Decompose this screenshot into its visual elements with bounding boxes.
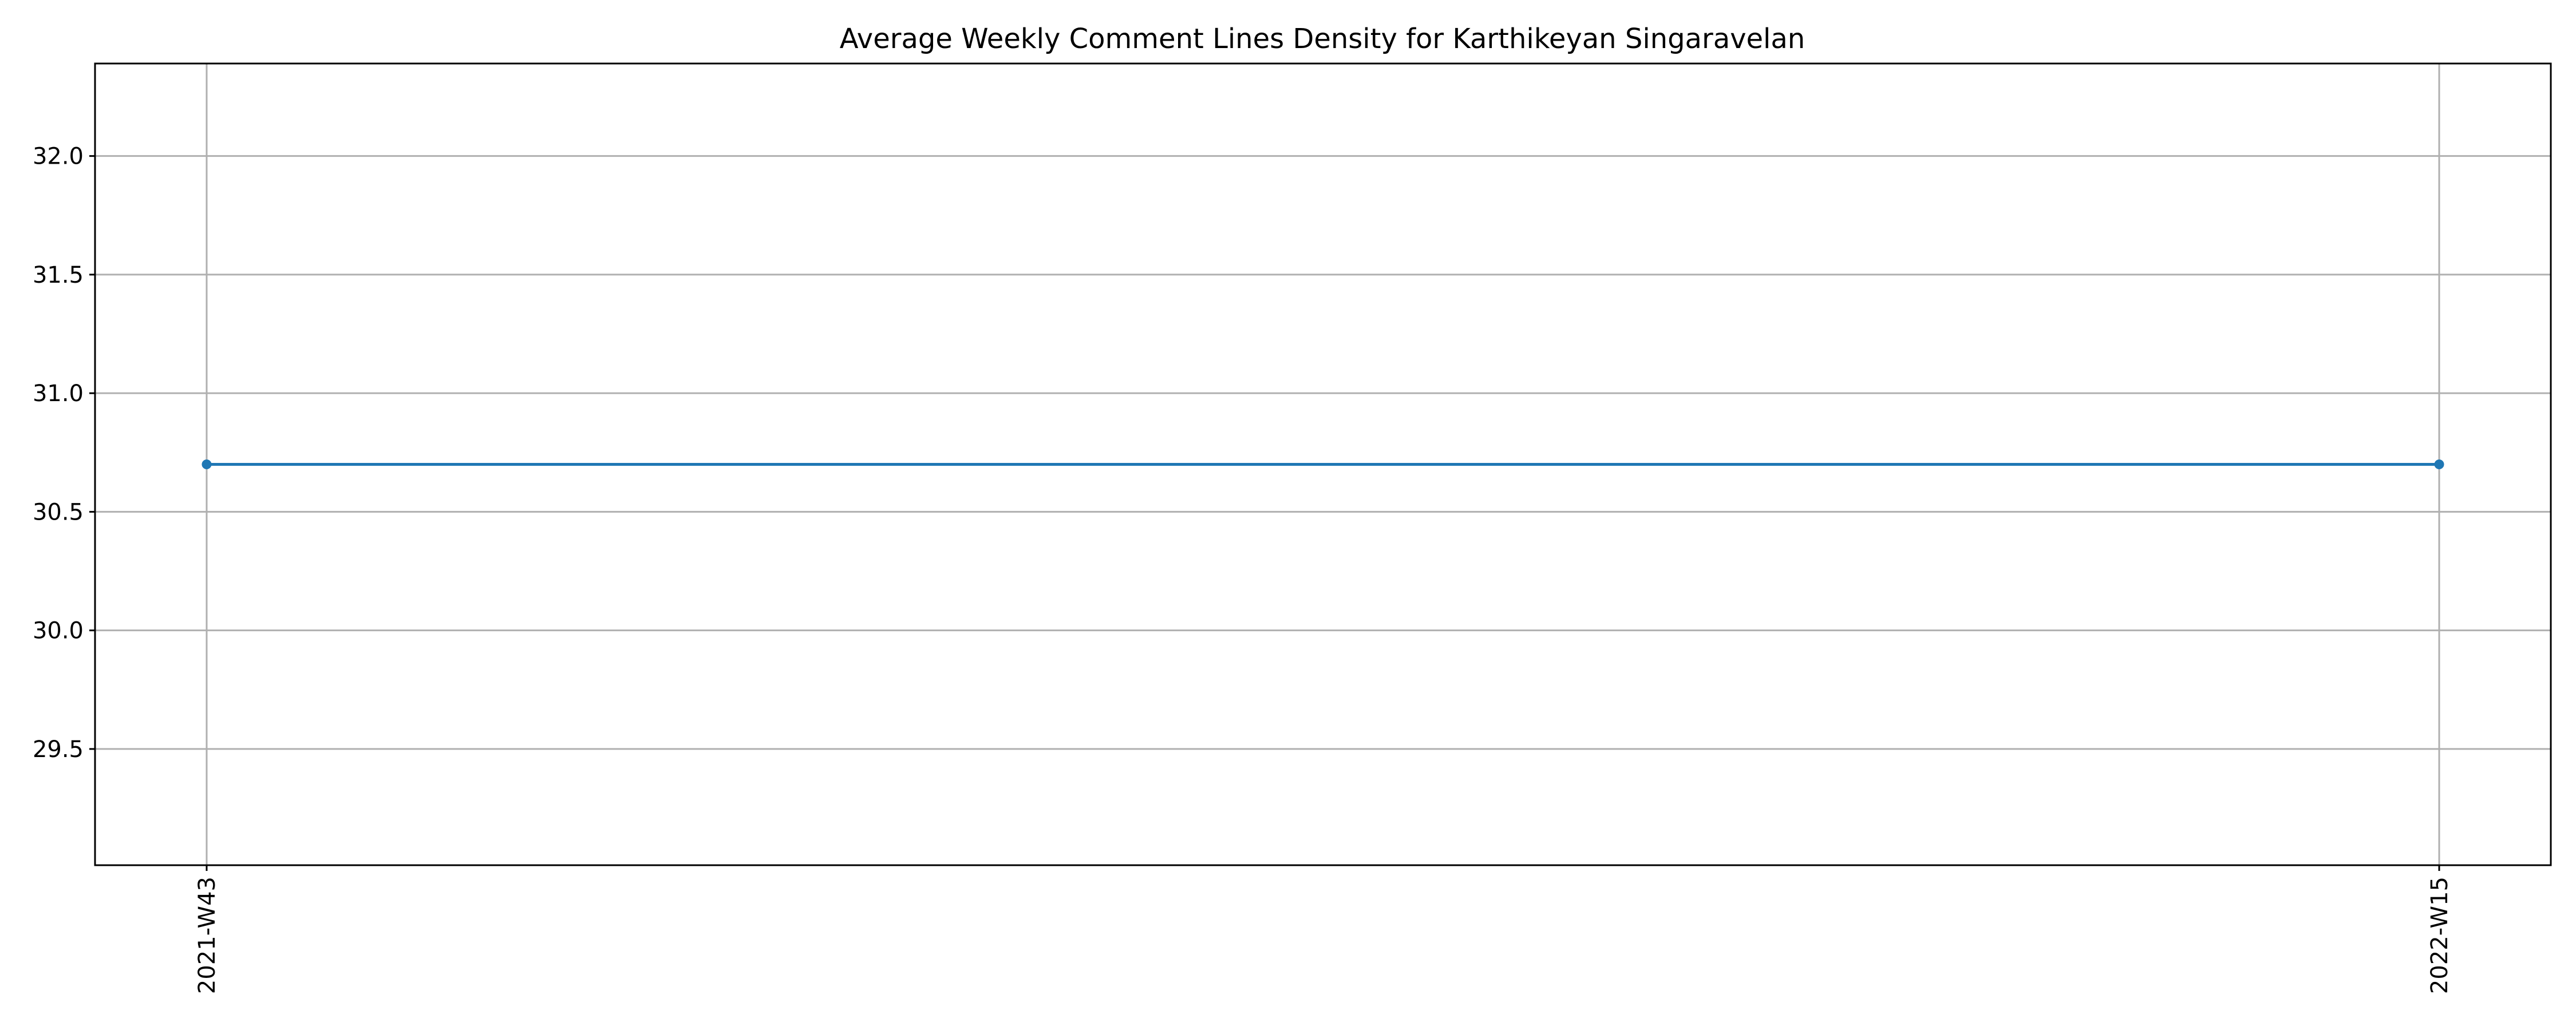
x-tick-label: 2022-W15	[2427, 877, 2453, 994]
grid	[95, 64, 2551, 865]
y-tick-label: 30.0	[33, 618, 84, 644]
tick-layer: 29.5 30.0 30.5 31.0 31.5 32.0 2021-W43 2022-W15	[33, 144, 2453, 994]
x-tick-label: 2021-W43	[194, 877, 220, 994]
data-point	[2434, 459, 2444, 469]
chart-title: Average Weekly Comment Lines Density for…	[840, 23, 1805, 55]
y-tick-label: 31.5	[33, 262, 84, 288]
series-layer	[202, 459, 2444, 469]
data-point	[202, 459, 212, 469]
y-tick-label: 32.0	[33, 144, 84, 170]
y-tick-label: 30.5	[33, 499, 84, 525]
plot-area-frame	[94, 62, 2552, 866]
y-tick-label: 31.0	[33, 381, 84, 407]
y-tick-label: 29.5	[33, 736, 84, 763]
